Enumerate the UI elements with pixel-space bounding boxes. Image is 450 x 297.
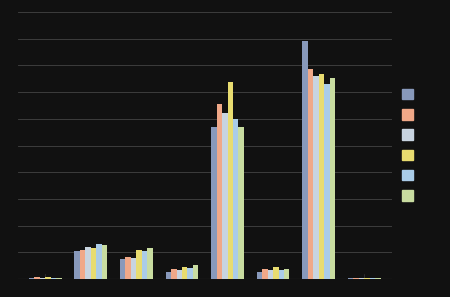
Bar [29,278,34,279]
Bar [238,127,244,279]
Bar [166,272,171,279]
Bar [222,113,228,279]
Bar [211,127,216,279]
Bar [86,247,91,279]
Bar [51,278,56,279]
Bar [216,105,222,279]
Bar [56,278,62,279]
Bar [188,268,193,279]
Legend: , , , , , : , , , , , [400,86,425,205]
Bar [45,277,51,279]
Bar [182,267,188,279]
Bar [75,251,80,279]
Bar [233,119,238,279]
Bar [319,74,324,279]
Bar [364,278,369,279]
Bar [40,278,45,279]
Bar [279,270,284,279]
Bar [102,245,107,279]
Bar [375,278,381,279]
Bar [302,41,308,279]
Bar [313,76,319,279]
Bar [142,251,147,279]
Bar [262,269,268,279]
Bar [228,82,233,279]
Bar [369,278,375,279]
Bar [91,248,96,279]
Bar [136,249,142,279]
Bar [308,69,313,279]
Bar [353,278,359,279]
Bar [80,249,86,279]
Bar [284,269,289,279]
Bar [359,278,364,279]
Bar [171,269,176,279]
Bar [268,270,273,279]
Bar [329,78,335,279]
Bar [256,272,262,279]
Bar [193,265,198,279]
Bar [120,259,126,279]
Bar [131,258,136,279]
Bar [96,244,102,279]
Bar [147,248,153,279]
Bar [126,257,131,279]
Bar [176,270,182,279]
Bar [348,278,353,279]
Bar [324,84,329,279]
Bar [273,267,279,279]
Bar [34,277,40,279]
